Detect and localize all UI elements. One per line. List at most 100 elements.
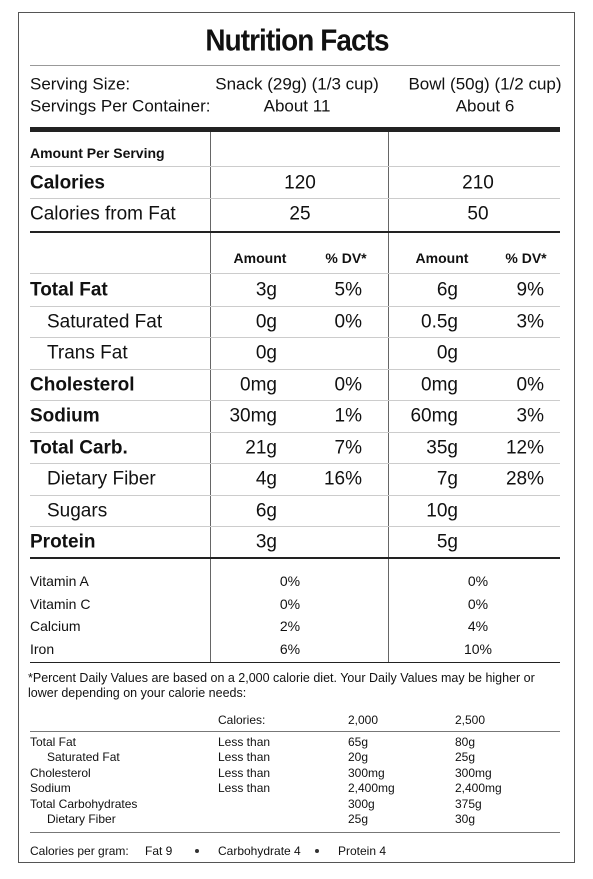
dv-limit: Less than	[218, 735, 271, 749]
bowl-dv: 3%	[516, 311, 544, 332]
column-divider	[210, 132, 211, 662]
bowl-amount: 7g	[436, 468, 458, 490]
column-divider	[388, 132, 389, 662]
dv-amount: 2,400mg	[348, 781, 395, 796]
dv-limit: Less than	[218, 750, 271, 765]
bowl-amount: 0.5g	[421, 311, 458, 332]
serving-label: Serving Size:	[30, 74, 131, 94]
snack-dv: 1%	[334, 405, 362, 427]
snack-dv: 5%	[334, 279, 362, 301]
column-header: Amount	[233, 250, 287, 266]
serving-snack: About 11	[263, 96, 331, 116]
vitamin-snack: 0%	[279, 595, 301, 612]
column-header: % DV*	[505, 250, 547, 266]
bowl-amount: 10g	[426, 500, 458, 521]
bowl-dv: 12%	[505, 437, 544, 458]
nutrient-label: Total Fat	[30, 279, 108, 301]
dv-amount: 25g	[455, 750, 476, 765]
snack-amount: 0mg	[240, 374, 277, 395]
dv-nutrient: Dietary Fiber	[47, 812, 116, 826]
column-header: Amount	[415, 250, 469, 266]
bullet	[315, 849, 319, 853]
calories-per-gram-item: Fat 9	[145, 844, 173, 858]
bowl-dv: 0%	[516, 374, 544, 395]
vitamin-label: Vitamin A	[30, 573, 89, 589]
dv-amount: 25g	[348, 812, 369, 826]
serving-bowl: Bowl (50g) (1/2 cup)	[408, 74, 562, 94]
calories-per-gram-label: Calories per gram:	[30, 844, 129, 858]
vitamin-bowl: 0%	[467, 573, 489, 589]
snack-amount: 30mg	[229, 405, 277, 427]
dv-limit: Less than	[218, 781, 271, 796]
snack-dv: 7%	[334, 437, 362, 458]
rule	[30, 65, 560, 66]
dv-nutrient: Total Fat	[30, 735, 77, 749]
dv-amount: 80g	[455, 735, 476, 749]
bowl-amount: 6g	[436, 279, 458, 301]
section-rule	[30, 557, 560, 559]
footnote: *Percent Daily Values are based on a 2,0…	[28, 671, 535, 700]
dv-nutrient: Cholesterol	[30, 765, 91, 780]
dv-amount: 65g	[348, 735, 369, 749]
bullet	[195, 849, 199, 853]
row-rule	[30, 463, 560, 464]
snack-amount: 3g	[255, 531, 277, 553]
nutrient-label: Sugars	[47, 500, 108, 521]
nutrient-label: Cholesterol	[30, 374, 135, 395]
dv-header: 2,500	[455, 713, 486, 727]
column-header: % DV*	[325, 250, 367, 266]
dv-limit: Less than	[218, 765, 271, 780]
row-rule	[30, 526, 560, 527]
snack-dv: 16%	[323, 468, 362, 490]
vitamin-snack: 2%	[279, 618, 301, 635]
vitamin-bowl: 0%	[467, 595, 489, 612]
vitamin-label: Iron	[30, 641, 55, 658]
vitamin-bowl: 10%	[463, 641, 493, 658]
bowl-dv: 9%	[516, 279, 544, 301]
calories-snack: 120	[284, 172, 316, 194]
vitamin-label: Vitamin C	[30, 595, 91, 612]
calories-label: Calories from Fat	[30, 203, 176, 225]
calories-bowl: 210	[462, 172, 494, 194]
dv-nutrient: Total Carbohydrates	[30, 796, 138, 811]
bowl-amount: 60mg	[410, 405, 458, 427]
snack-amount: 21g	[245, 437, 277, 458]
vitamin-bowl: 4%	[467, 618, 489, 635]
snack-dv: 0%	[334, 311, 362, 332]
bowl-amount: 5g	[436, 531, 458, 553]
nutrient-label: Dietary Fiber	[47, 468, 156, 490]
dv-amount: 2,400mg	[455, 781, 502, 796]
row-rule	[30, 305, 560, 307]
bowl-dv: 3%	[516, 405, 544, 427]
thick-rule	[30, 127, 560, 132]
row-rule	[30, 431, 560, 433]
row-rule	[30, 198, 560, 199]
vitamin-snack: 0%	[279, 573, 301, 589]
nutrient-label: Sodium	[30, 405, 100, 427]
bowl-amount: 0mg	[421, 374, 458, 395]
nutrient-label: Total Carb.	[30, 437, 128, 458]
section-rule	[30, 231, 560, 233]
calories-per-gram-item: Protein 4	[338, 844, 387, 858]
calories-snack: 25	[289, 203, 311, 225]
nutrient-label: Trans Fat	[47, 342, 128, 364]
nutrient-label: Protein	[30, 531, 96, 553]
snack-amount: 4g	[255, 468, 277, 490]
snack-amount: 0g	[255, 342, 277, 364]
calories-bowl: 50	[467, 203, 489, 225]
rule	[30, 832, 560, 833]
row-rule	[30, 273, 560, 274]
calories-per-gram-item: Carbohydrate 4	[218, 844, 301, 858]
dv-amount: 30g	[455, 812, 476, 826]
label-border	[18, 12, 575, 863]
row-rule	[30, 166, 560, 167]
row-rule	[30, 368, 560, 370]
snack-amount: 0g	[255, 311, 277, 332]
row-rule	[30, 337, 560, 338]
dv-amount: 300g	[348, 796, 375, 811]
dv-nutrient: Saturated Fat	[47, 750, 120, 765]
bowl-amount: 35g	[426, 437, 458, 458]
bowl-amount: 0g	[436, 342, 458, 364]
section-rule	[30, 662, 560, 663]
amount-per-serving: Amount Per Serving	[30, 145, 165, 161]
